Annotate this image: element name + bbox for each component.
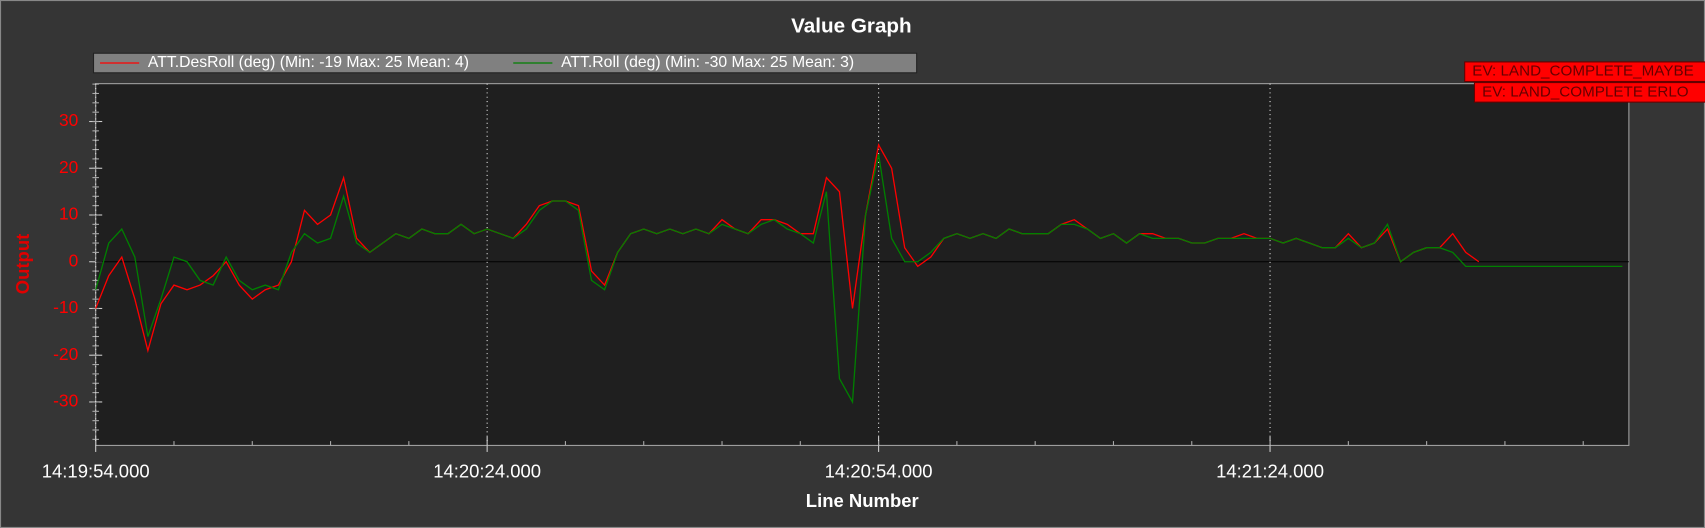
- y-tick-label: -30: [53, 391, 78, 411]
- x-tick-label: 14:19:54.000: [42, 460, 150, 481]
- y-tick-label: 0: [69, 250, 79, 270]
- annotation-box: [1473, 82, 1705, 103]
- y-tick-label: -10: [53, 297, 78, 317]
- x-tick-label: 14:21:24.000: [1216, 460, 1324, 481]
- series-line: [95, 154, 1623, 405]
- y-tick-label: 20: [59, 157, 78, 177]
- annotation: EV: LAND_COMPLETE ERLO: [1482, 83, 1689, 100]
- chart-title: Value Graph: [791, 15, 912, 38]
- x-tick-label: 14:20:54.000: [825, 460, 933, 481]
- y-tick-label: 10: [59, 204, 78, 224]
- y-tick-label: 30: [59, 110, 78, 130]
- legend-label: ATT.Roll (deg) (Min: -30 Max: 25 Mean: 3…: [561, 54, 854, 71]
- series-line: [95, 143, 1480, 354]
- legend: [92, 52, 918, 74]
- annotation-box: [1464, 61, 1705, 83]
- x-axis-title: Line Number: [806, 490, 919, 511]
- y-axis-title: Output: [12, 234, 33, 294]
- y-tick-label: -20: [53, 344, 78, 364]
- annotations: EV: LAND_COMPLETE_MAYBE EV: LAND_COMPLET…: [1464, 61, 1705, 103]
- x-tick-label: 14:20:24.000: [433, 460, 541, 481]
- annotation: EV: LAND_COMPLETE_MAYBE: [1472, 63, 1693, 80]
- legend-label: ATT.DesRoll (deg) (Min: -19 Max: 25 Mean…: [148, 54, 469, 71]
